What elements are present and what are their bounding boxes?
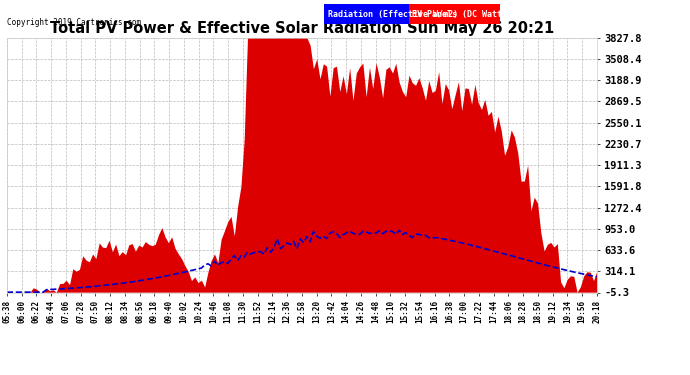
Text: Copyright 2019 Cartronics.com: Copyright 2019 Cartronics.com xyxy=(7,18,141,27)
Title: Total PV Power & Effective Solar Radiation Sun May 26 20:21: Total PV Power & Effective Solar Radiati… xyxy=(50,21,554,36)
Text: Radiation (Effective W/m2): Radiation (Effective W/m2) xyxy=(328,10,457,18)
Text: PV Panels (DC Watts): PV Panels (DC Watts) xyxy=(412,10,512,18)
